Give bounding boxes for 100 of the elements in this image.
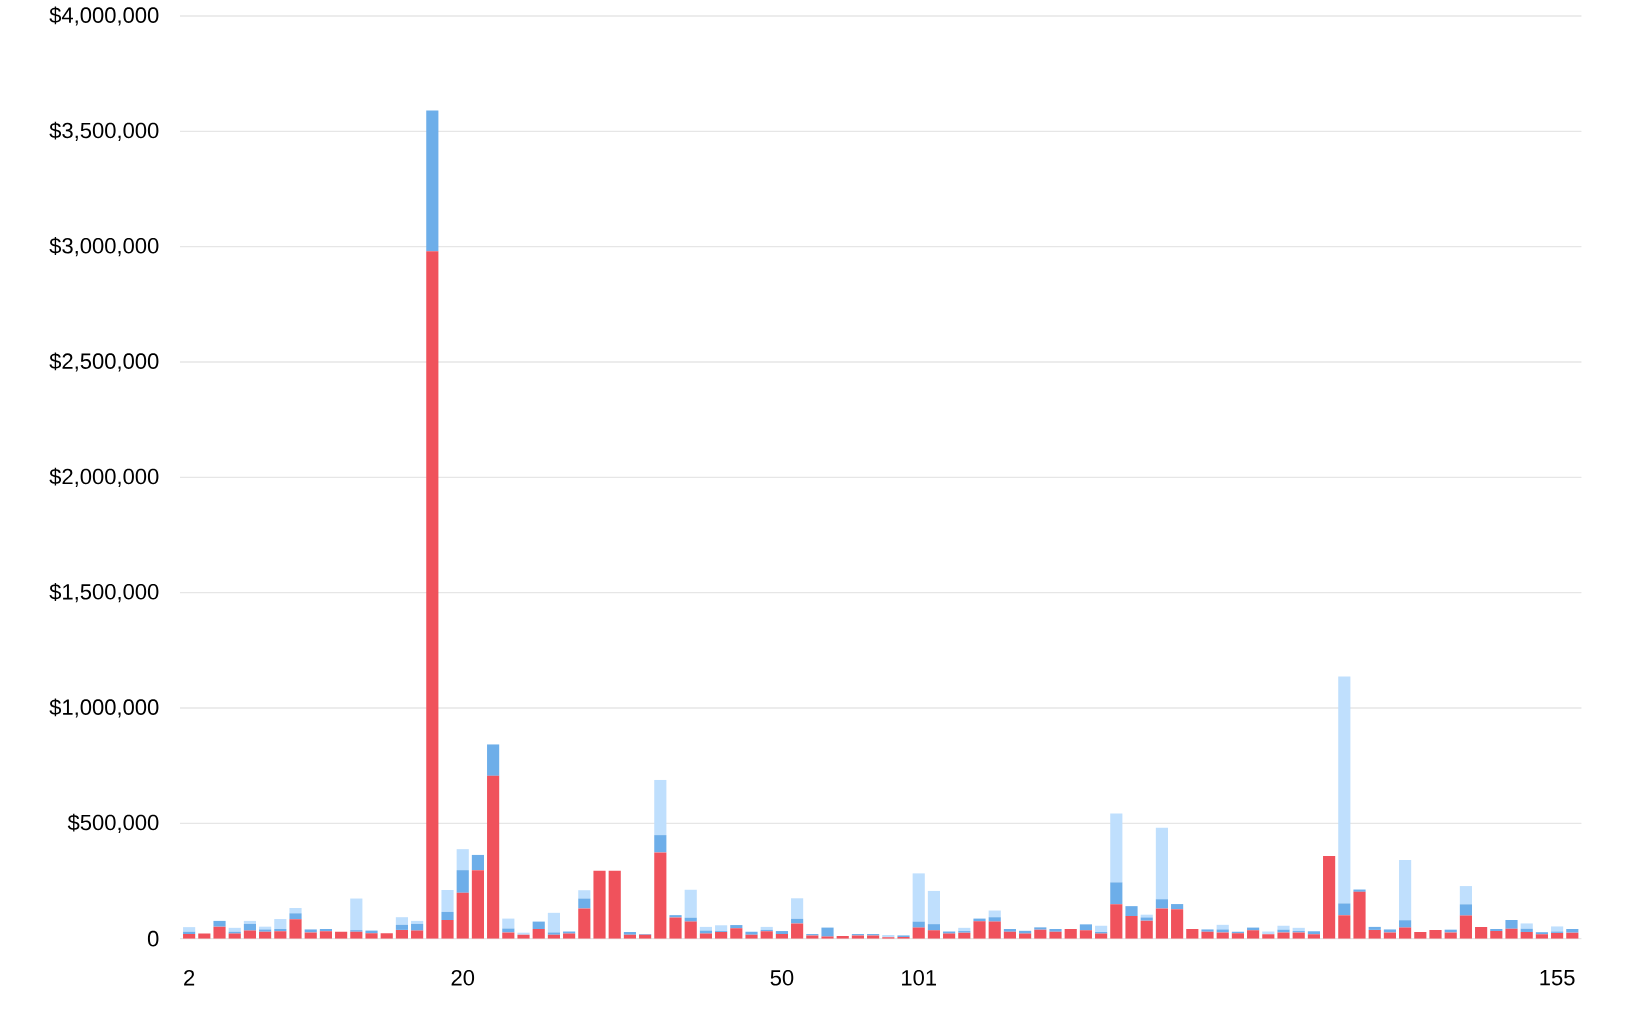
bar xyxy=(745,931,758,935)
bar xyxy=(1444,932,1457,939)
y-tick-label: $3,000,000 xyxy=(49,236,159,257)
bar xyxy=(547,932,560,935)
bar xyxy=(426,110,439,252)
y-tick-label: $2,500,000 xyxy=(49,352,159,372)
bar xyxy=(1064,928,1077,939)
bar xyxy=(775,930,788,934)
y-tick-label: $500,000 xyxy=(67,813,159,833)
bar xyxy=(1338,676,1351,904)
bar xyxy=(1505,928,1518,939)
bar xyxy=(274,918,287,929)
bar xyxy=(243,923,257,931)
bar xyxy=(593,870,606,939)
bar xyxy=(547,912,560,933)
bar xyxy=(243,920,257,924)
y-tick-label: $2,000,000 xyxy=(49,467,159,487)
bar xyxy=(1429,929,1442,939)
bar xyxy=(578,890,591,899)
bar xyxy=(411,923,424,931)
bar xyxy=(912,873,925,922)
bar xyxy=(380,933,393,939)
bar xyxy=(1277,932,1290,939)
bar xyxy=(1049,931,1062,939)
bar xyxy=(289,907,302,914)
bar xyxy=(821,927,834,937)
bar xyxy=(1459,915,1472,939)
bar xyxy=(319,931,332,939)
bar xyxy=(669,917,682,939)
bar xyxy=(1262,934,1275,939)
bar xyxy=(623,931,636,935)
bar xyxy=(1231,933,1244,939)
y-tick-label: $1,000,000 xyxy=(49,698,159,718)
bar xyxy=(1338,914,1351,939)
y-tick-label: $1,500,000 xyxy=(49,582,159,603)
bar xyxy=(1201,929,1214,932)
bar xyxy=(1140,920,1153,939)
bar xyxy=(532,928,545,939)
x-tick-label: 155 xyxy=(1540,969,1575,986)
bar xyxy=(350,898,363,930)
bar xyxy=(1551,926,1564,932)
bar xyxy=(1095,925,1108,932)
bar xyxy=(715,925,728,931)
bar xyxy=(441,911,454,920)
bar xyxy=(654,834,667,853)
bar xyxy=(1171,903,1184,909)
bar xyxy=(1049,928,1062,932)
bar xyxy=(608,870,621,939)
bar xyxy=(1475,926,1488,939)
bar xyxy=(1277,925,1290,930)
bar xyxy=(1201,931,1214,939)
bar xyxy=(1490,930,1503,939)
bar xyxy=(471,870,484,939)
bar xyxy=(684,917,697,922)
bar xyxy=(1535,934,1548,939)
bar xyxy=(1520,923,1533,929)
bar xyxy=(699,930,712,934)
y-tick-label: 0 xyxy=(147,930,159,947)
bar xyxy=(471,854,484,870)
bar xyxy=(927,930,940,939)
bar xyxy=(487,775,500,939)
bar xyxy=(654,852,667,939)
bar xyxy=(1399,859,1412,921)
bar xyxy=(487,744,500,776)
bar xyxy=(1110,904,1123,939)
bar xyxy=(395,917,409,925)
bar xyxy=(1459,885,1472,905)
bar xyxy=(502,932,515,939)
bar xyxy=(1307,934,1320,939)
bar xyxy=(912,921,925,928)
bar xyxy=(927,890,940,924)
bar xyxy=(213,920,226,927)
bar xyxy=(1125,915,1138,939)
bar xyxy=(289,919,302,939)
bar xyxy=(1079,930,1092,939)
y-tick-label: $3,500,000 xyxy=(49,121,159,141)
bar xyxy=(1459,904,1472,916)
bar xyxy=(654,779,667,835)
bar xyxy=(1383,929,1396,933)
bar xyxy=(411,920,424,924)
bar xyxy=(1034,927,1047,930)
bar xyxy=(791,923,804,939)
bar xyxy=(1490,928,1503,931)
bar xyxy=(213,926,226,939)
bar xyxy=(943,931,956,934)
bar xyxy=(1079,924,1092,931)
bar xyxy=(304,932,317,939)
bar xyxy=(532,921,545,929)
bar xyxy=(441,889,454,912)
bar xyxy=(289,913,302,920)
bar xyxy=(1216,929,1229,933)
bar xyxy=(684,921,697,939)
bar xyxy=(1292,932,1305,939)
bar xyxy=(1110,813,1123,883)
bar xyxy=(517,932,530,935)
bar xyxy=(578,908,591,939)
bar xyxy=(1155,908,1168,939)
bar xyxy=(365,933,378,939)
bar xyxy=(426,251,439,939)
bar xyxy=(1338,903,1351,915)
